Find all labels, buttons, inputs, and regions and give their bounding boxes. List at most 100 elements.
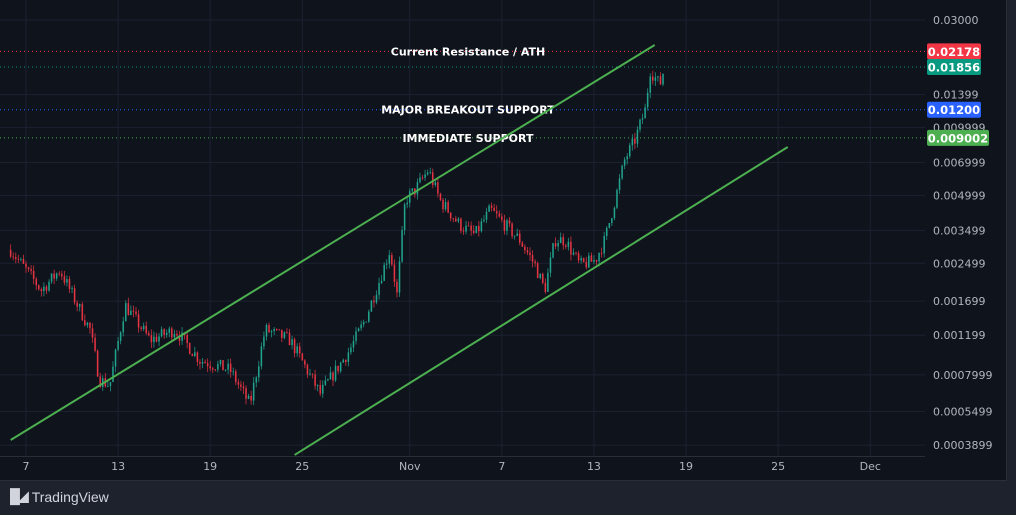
candle-body [472, 230, 475, 233]
candle-body [81, 304, 84, 321]
candle-body [224, 369, 227, 371]
time-tick-label: 25 [771, 460, 785, 473]
candle-body [337, 365, 339, 372]
candle-body [421, 177, 424, 179]
candle-body [521, 242, 524, 247]
candle-body [327, 379, 329, 381]
price-axis[interactable]: 0.030000.013990.0099990.0069990.0049990.… [933, 14, 993, 452]
candle-body [393, 264, 396, 282]
candle-body [293, 339, 296, 354]
candle-body [117, 340, 119, 350]
candle-body [237, 382, 240, 385]
candle-body [562, 237, 565, 246]
candle-body [608, 222, 611, 228]
candle-body [96, 350, 99, 377]
candle-body [342, 359, 345, 363]
candle-body [485, 211, 488, 220]
candle-body [268, 324, 270, 333]
candle-body [245, 388, 247, 399]
candle-body [621, 165, 623, 179]
candle-body [541, 273, 544, 283]
price-badge [927, 59, 981, 76]
candle-body [380, 280, 383, 283]
price-badge [927, 43, 981, 60]
candle-body [593, 260, 595, 262]
candle-body [76, 302, 78, 307]
candle-body [296, 346, 298, 354]
candle-body [188, 343, 191, 354]
candle-body [572, 252, 575, 255]
candle-body [465, 225, 467, 232]
candle-body [531, 255, 534, 262]
price-badge-label: 0.01856 [928, 61, 980, 75]
candle-body [580, 258, 582, 261]
candle-body [598, 253, 600, 262]
price-chart[interactable]: Current Resistance / ATH MAJOR BREAKOUT S… [0, 0, 1006, 480]
candle-body [490, 205, 493, 208]
candle-body [355, 331, 357, 342]
candle-body [659, 76, 662, 85]
candle-body [199, 361, 201, 364]
candle-body [529, 252, 531, 256]
candle-body [526, 250, 529, 253]
candle-body [17, 258, 20, 260]
candle-body [112, 366, 114, 382]
candle-body [283, 332, 286, 339]
candle-body [534, 261, 536, 264]
candle-body [130, 310, 132, 315]
candle-body [605, 227, 608, 237]
candle-body [585, 261, 588, 268]
candle-body [68, 279, 71, 289]
candle-body [391, 255, 393, 265]
candle-body [173, 333, 176, 338]
time-tick-label: 13 [587, 460, 601, 473]
candle-body [406, 202, 408, 205]
candle-body [352, 341, 355, 348]
candle-body [634, 138, 636, 144]
candle-body [301, 353, 304, 361]
candle-body [513, 235, 516, 237]
candle-body [137, 314, 140, 328]
candle-body [191, 353, 194, 357]
candle-body [78, 304, 81, 307]
candle-body [424, 174, 426, 178]
candle-body [649, 76, 652, 93]
candle-body [373, 300, 375, 303]
candle-body [58, 273, 61, 275]
price-tick-label: 0.001199 [933, 329, 986, 342]
candle-body [631, 138, 634, 146]
candle-body [588, 255, 590, 268]
tradingview-brand[interactable]: █◢ TradingView [10, 488, 109, 505]
candle-body [626, 156, 629, 160]
candle-body [577, 253, 580, 261]
time-tick-label: 25 [295, 460, 309, 473]
candle-body [222, 360, 224, 371]
candle-body [66, 279, 68, 283]
candle-body [549, 257, 552, 273]
candle-body [339, 362, 342, 372]
candle-body [439, 193, 442, 200]
candle-body [365, 321, 368, 323]
chart-pane[interactable]: Current Resistance / ATH MAJOR BREAKOUT S… [0, 0, 1007, 481]
time-axis[interactable]: 7 13 19 25 Nov 7 13 19 25 Dec [23, 460, 881, 473]
candle-body [536, 263, 539, 279]
time-tick-label: Dec [860, 460, 881, 473]
candle-body [398, 261, 401, 293]
candle-body [273, 328, 275, 332]
candle-body [89, 322, 91, 329]
candle-body [503, 219, 506, 231]
candle-body [408, 191, 411, 203]
price-badges: 0.02178 0.01856 0.01200 0.009002 [927, 43, 989, 146]
candle-body [368, 311, 370, 322]
candle-body [636, 129, 639, 144]
candle-body [27, 267, 30, 270]
time-tick-label: 19 [203, 460, 217, 473]
candle-body [250, 395, 252, 401]
candle-body [470, 225, 472, 231]
candle-body [570, 241, 572, 255]
candle-body [314, 374, 316, 386]
candle-body [217, 364, 219, 370]
candle-body [35, 278, 38, 286]
candle-body [554, 243, 557, 247]
candle-body [613, 207, 616, 219]
